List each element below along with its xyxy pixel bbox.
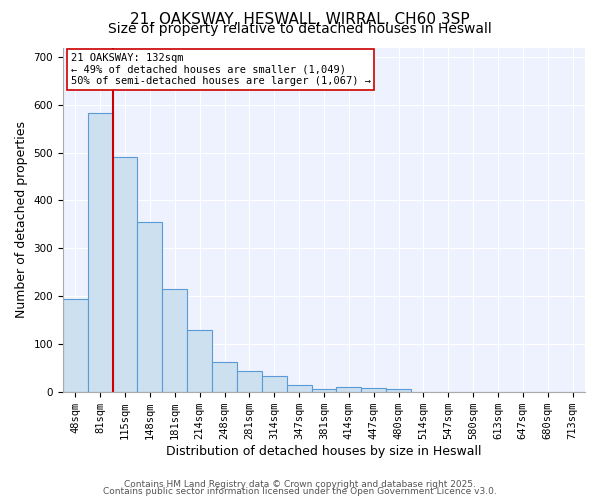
Bar — [113, 158, 137, 392]
Text: 21, OAKSWAY, HESWALL, WIRRAL, CH60 3SP: 21, OAKSWAY, HESWALL, WIRRAL, CH60 3SP — [130, 12, 470, 28]
Bar — [287, 385, 311, 392]
Bar — [187, 330, 212, 392]
Bar — [237, 371, 262, 392]
Bar — [386, 390, 411, 392]
Text: 21 OAKSWAY: 132sqm
← 49% of detached houses are smaller (1,049)
50% of semi-deta: 21 OAKSWAY: 132sqm ← 49% of detached hou… — [71, 52, 371, 86]
Text: Contains HM Land Registry data © Crown copyright and database right 2025.: Contains HM Land Registry data © Crown c… — [124, 480, 476, 489]
Text: Size of property relative to detached houses in Heswall: Size of property relative to detached ho… — [108, 22, 492, 36]
Y-axis label: Number of detached properties: Number of detached properties — [15, 121, 28, 318]
Bar — [163, 289, 187, 392]
Bar — [212, 362, 237, 392]
Bar — [88, 113, 113, 392]
Bar — [361, 388, 386, 392]
Bar — [311, 390, 337, 392]
Bar — [63, 300, 88, 392]
Bar — [337, 388, 361, 392]
Text: Contains public sector information licensed under the Open Government Licence v3: Contains public sector information licen… — [103, 487, 497, 496]
X-axis label: Distribution of detached houses by size in Heswall: Distribution of detached houses by size … — [166, 444, 482, 458]
Bar — [262, 376, 287, 392]
Bar — [137, 222, 163, 392]
